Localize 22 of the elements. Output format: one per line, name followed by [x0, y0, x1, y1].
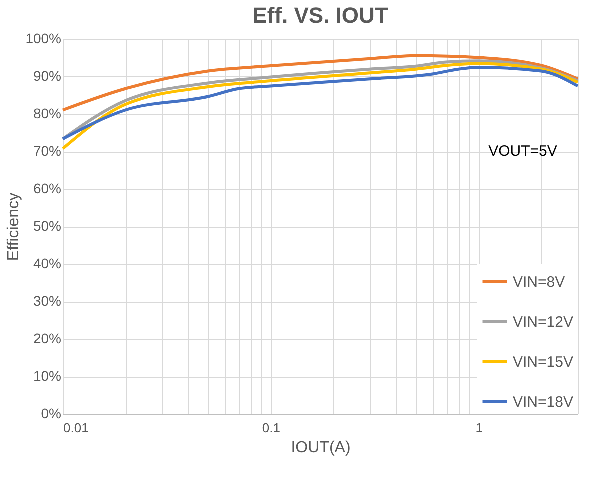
legend-label: VIN=8V	[513, 274, 566, 291]
y-tick-label: 60%	[33, 180, 62, 196]
legend-label: VIN=15V	[513, 354, 574, 371]
y-axis-title: Efficiency	[6, 192, 23, 262]
y-tick-label: 50%	[33, 218, 62, 234]
y-tick-label: 10%	[33, 368, 62, 384]
y-tick-label: 20%	[33, 330, 62, 346]
y-tick-label: 70%	[33, 143, 62, 159]
x-tick-label: 1	[476, 420, 483, 436]
legend-label: VIN=12V	[513, 314, 574, 331]
x-axis-title: IOUT(A)	[291, 440, 351, 456]
y-tick-label: 90%	[33, 68, 62, 84]
y-tick-label: 40%	[33, 256, 62, 272]
chart-title: Eff. VS. IOUT	[252, 3, 389, 28]
y-tick-label: 100%	[26, 30, 62, 46]
legend-label: VIN=18V	[513, 394, 574, 411]
y-tick-label: 30%	[33, 293, 62, 309]
y-tick-label: 80%	[33, 106, 62, 122]
annotation: VOUT=5V	[488, 143, 558, 160]
x-tick-label: 0.01	[64, 420, 89, 436]
y-tick-label: 0%	[41, 406, 62, 422]
x-tick-label: 0.1	[262, 420, 280, 436]
